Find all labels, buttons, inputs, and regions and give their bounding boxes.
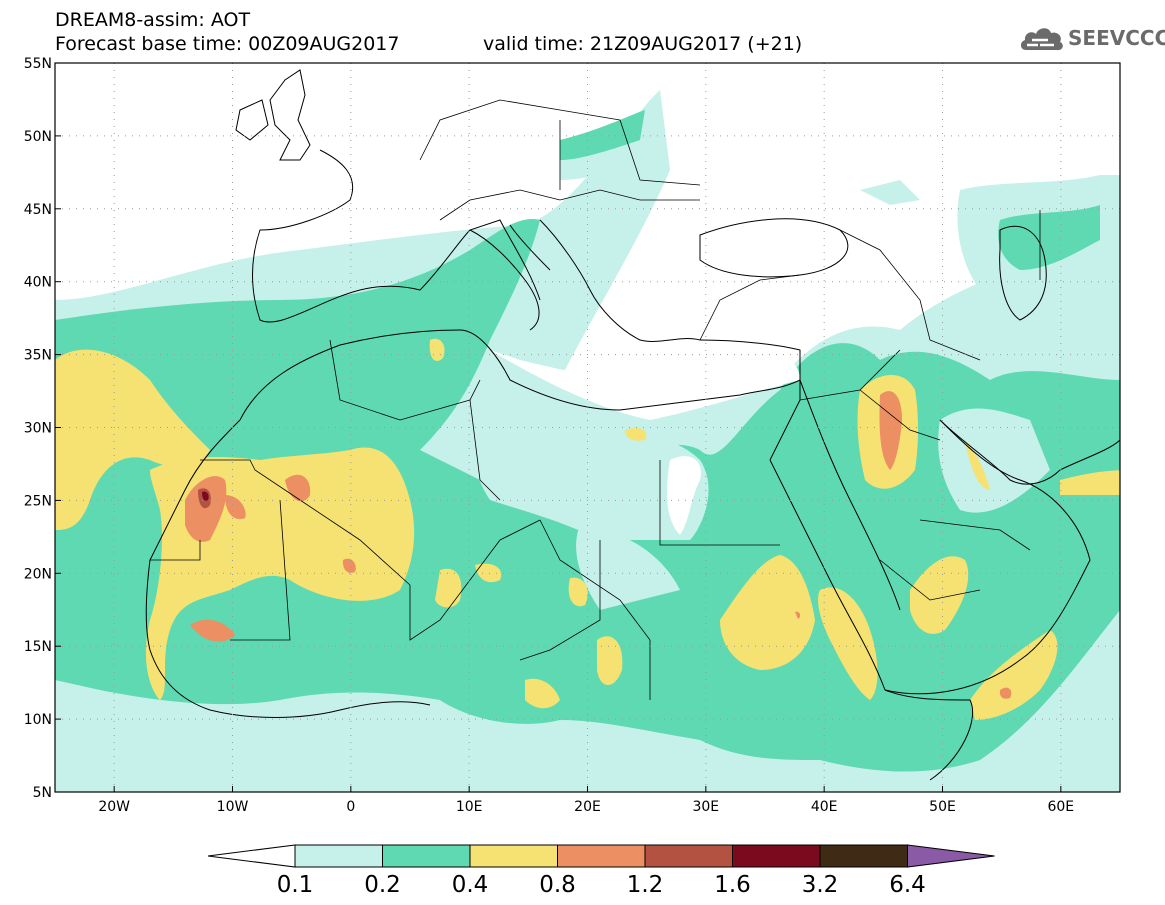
colorbar-label: 3.2	[802, 872, 839, 898]
colorbar-swatch	[732, 844, 821, 868]
aot-level-1.6	[202, 491, 209, 501]
colorbar-label: 0.8	[539, 872, 576, 898]
lon-tick-label: 30E	[692, 799, 719, 815]
coastlines	[145, 69, 1120, 781]
cloud-icon	[1020, 28, 1063, 51]
graticule	[55, 63, 1120, 792]
colorbar-low-arrow	[207, 844, 296, 868]
aot-below-threshold	[490, 350, 800, 535]
lon-tick-label: 0	[346, 799, 355, 815]
lat-tick-label: 5N	[33, 785, 52, 801]
aot-level-0.1-interior	[473, 408, 1050, 610]
longitude-axis: 20W 10W 0 10E 20E 30E 40E 50E 60E	[98, 786, 1074, 815]
lon-tick-label: 10E	[456, 799, 483, 815]
latitude-axis: 55N 50N 45N 40N 35N 30N 25N 20N 15N 10N 5N	[24, 56, 61, 801]
colorbar-swatch	[644, 844, 733, 868]
lat-tick-label: 25N	[24, 493, 52, 509]
colorbar-label: 0.2	[364, 872, 401, 898]
lon-tick-label: 40E	[811, 799, 838, 815]
colorbar-swatch	[469, 844, 558, 868]
lat-tick-label: 45N	[24, 202, 52, 218]
map-title: DREAM8-assim: AOT	[55, 9, 251, 31]
lon-tick-label: 20E	[574, 799, 601, 815]
forecast-base-time: Forecast base time: 00Z09AUG2017	[55, 33, 400, 55]
colorbar-label: 1.2	[627, 872, 664, 898]
colorbar-swatch	[294, 844, 383, 868]
lat-tick-label: 35N	[24, 348, 52, 364]
colorbar-label: 1.6	[714, 872, 751, 898]
colorbar-swatch	[557, 844, 646, 868]
lat-tick-label: 10N	[24, 712, 52, 728]
lat-tick-label: 30N	[24, 421, 52, 437]
lat-tick-label: 20N	[24, 566, 52, 582]
colorbar-swatch	[819, 844, 908, 868]
colorbar: 0.1 0.2 0.4 0.8 1.2 1.6 3.2 6.4	[207, 844, 995, 898]
lon-tick-label: 10W	[217, 799, 249, 815]
colorbar-label: 0.4	[452, 872, 489, 898]
aot-level-0.8	[185, 391, 1012, 699]
lat-tick-label: 15N	[24, 639, 52, 655]
colorbar-swatch	[382, 844, 471, 868]
lon-tick-label: 20W	[98, 799, 130, 815]
lat-tick-label: 40N	[24, 275, 52, 291]
colorbar-label: 6.4	[889, 872, 926, 898]
valid-time: valid time: 21Z09AUG2017 (+21)	[483, 33, 803, 55]
lat-tick-label: 50N	[24, 129, 52, 145]
logo-text: SEEVCCC	[1068, 26, 1165, 50]
lon-tick-label: 60E	[1047, 799, 1074, 815]
colorbar-high-arrow	[907, 844, 995, 868]
seevccc-logo: SEEVCCC	[1018, 22, 1165, 56]
colorbar-label: 0.1	[277, 872, 314, 898]
lat-tick-label: 55N	[24, 56, 52, 72]
lon-tick-label: 50E	[929, 799, 956, 815]
borders	[150, 99, 1041, 700]
